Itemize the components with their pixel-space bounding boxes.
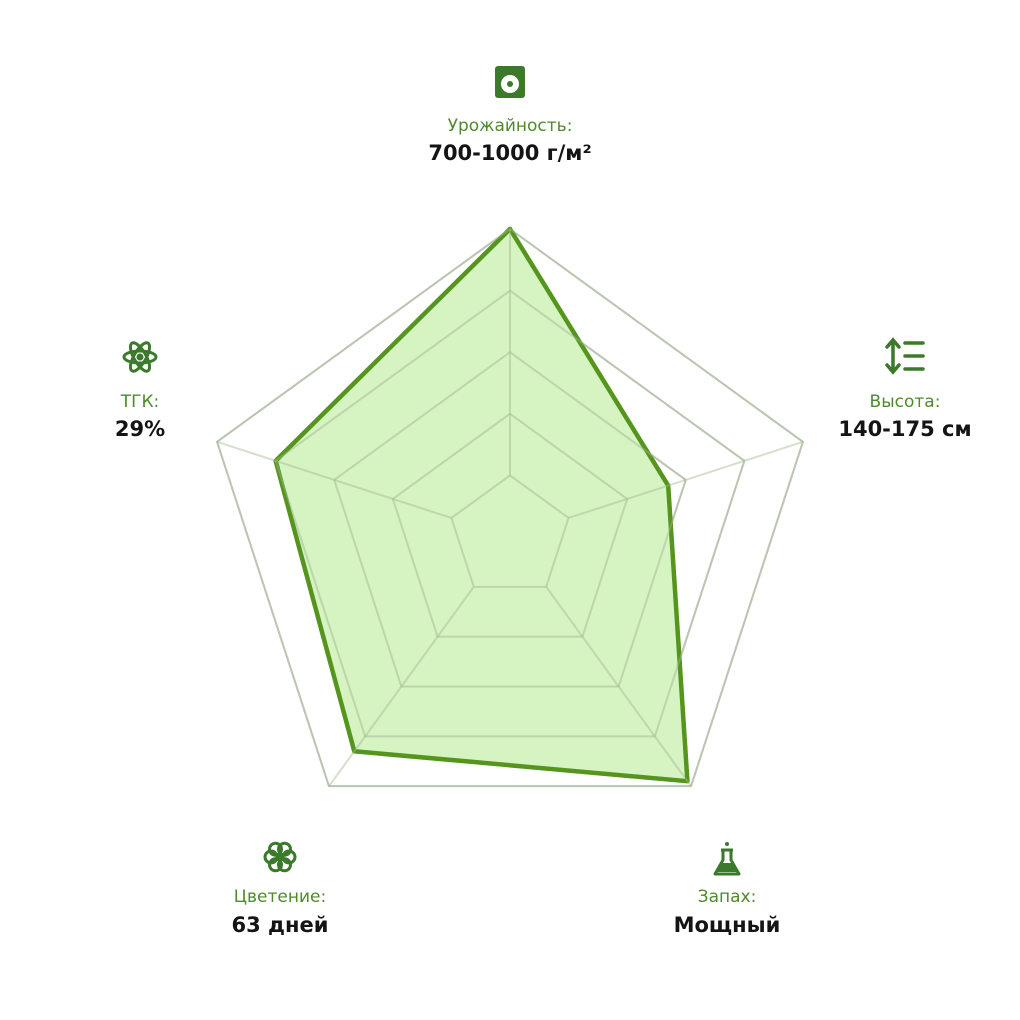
axis-icon (495, 66, 525, 98)
icon-part (122, 349, 158, 365)
grid-ring-overlay (391, 412, 629, 638)
grid-ring (216, 228, 804, 788)
grid-ring-overlay (274, 289, 746, 738)
axis-icon (885, 337, 925, 375)
spoke (568, 440, 804, 519)
icon-part (885, 337, 925, 375)
icon-part (717, 863, 737, 872)
axis-detail: 63 дней (232, 913, 329, 937)
grid-ring-overlay (450, 474, 570, 588)
radar-area (273, 226, 690, 784)
axis-icon (713, 842, 741, 876)
axis-label: Высота: (870, 392, 941, 412)
icon-part (277, 857, 292, 873)
axis-detail: 700-1000 г/м² (428, 141, 591, 165)
axis-icon (263, 841, 297, 873)
axis-label: ТГК: (120, 392, 160, 412)
axis-detail: 140-175 см (838, 417, 971, 441)
axis-detail: 29% (115, 417, 165, 441)
icon-part (276, 853, 284, 861)
icon-part (507, 81, 513, 87)
axis-label: Запах: (698, 887, 757, 907)
icon-part (713, 848, 741, 876)
icon-part (136, 353, 144, 361)
axis-detail: Мощный (674, 913, 781, 937)
icon-part (128, 341, 152, 373)
spoke (216, 440, 452, 519)
spoke (328, 586, 475, 787)
icon-part (268, 841, 283, 857)
grid-ring-overlay (216, 228, 804, 788)
icon-part (277, 841, 292, 857)
icon-part (725, 842, 729, 846)
icon-part (128, 341, 152, 373)
axis-icon (122, 341, 158, 373)
axis-label: Цветение: (234, 887, 326, 907)
axis-label: Урожайность: (448, 116, 573, 136)
spoke (545, 586, 692, 787)
grid-ring-overlay (333, 351, 687, 688)
